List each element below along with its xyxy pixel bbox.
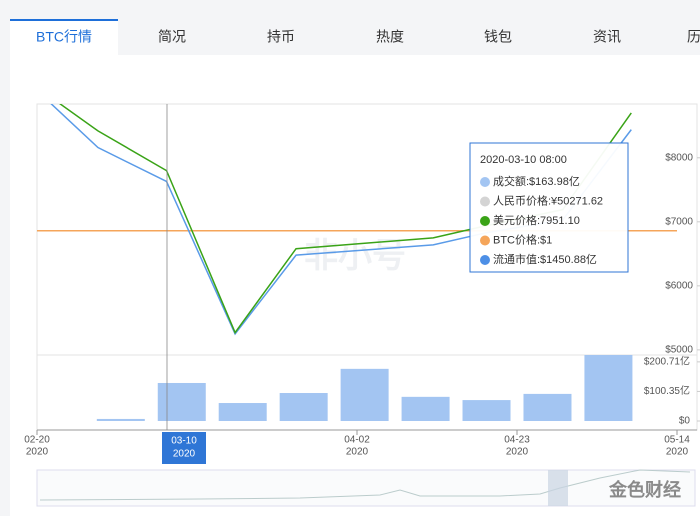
x-tick-label: 2020 [346, 447, 369, 458]
panel [10, 55, 700, 516]
tab[interactable]: 热度 [376, 29, 404, 45]
bar [523, 393, 572, 421]
x-tick-label: 02-20 [24, 435, 50, 446]
tab[interactable]: 历 [687, 29, 700, 45]
y-tick-label: $6000 [665, 280, 693, 291]
crosshair-label-box [162, 432, 206, 464]
active-tab[interactable] [10, 19, 118, 55]
y-tick-label: $200.71亿 [644, 355, 690, 368]
logo: 金色财经 [608, 479, 681, 500]
tooltip-dot [480, 177, 490, 187]
tab[interactable]: 持币 [267, 29, 295, 45]
tab[interactable]: 资讯 [593, 29, 621, 45]
crosshair-label: 03-10 [171, 436, 197, 447]
x-tick-label: 05-14 [664, 435, 690, 446]
bar [584, 355, 633, 421]
x-tick-label: 04-23 [504, 435, 530, 446]
y-tick-label: $100.35亿 [644, 384, 690, 397]
tooltip-item: 流通市值:$1450.88亿 [493, 252, 597, 266]
tooltip-item: 成交额:$163.98亿 [493, 174, 580, 188]
active-tab-bar [10, 19, 118, 21]
bar [340, 368, 389, 421]
tooltip-item: BTC价格:$1 [493, 232, 552, 246]
tooltip-title: 2020-03-10 08:00 [480, 154, 567, 166]
data-zoom-preview [39, 469, 691, 501]
tooltip-dot [480, 196, 490, 207]
x-tick-label: 2020 [666, 447, 689, 458]
bar [462, 400, 511, 421]
data-zoom-handle[interactable] [548, 470, 568, 506]
bar [157, 382, 206, 421]
tooltip-dot [480, 255, 490, 265]
tab[interactable]: 钱包 [484, 29, 512, 45]
y-tick-label: $8000 [665, 152, 693, 163]
x-tick-label: 04-02 [344, 435, 370, 446]
tooltip-item: 美元价格:7951.10 [493, 213, 580, 227]
x-tick-label: 2020 [26, 447, 49, 458]
bar [279, 393, 328, 421]
tooltip-dot [480, 216, 490, 226]
tooltip [469, 142, 629, 273]
bar [218, 403, 267, 421]
data-zoom[interactable] [36, 469, 696, 507]
bar [96, 418, 145, 421]
watermark: 非小号 [304, 237, 406, 275]
x-tick-label: 2020 [506, 447, 529, 458]
tooltip-item: 人民币价格:¥50271.62 [493, 193, 603, 207]
crosshair-label: 2020 [173, 449, 196, 460]
y-tick-label: $0 [679, 416, 691, 427]
y-tick-label: $7000 [665, 216, 693, 227]
bar [401, 396, 450, 421]
tooltip-dot [480, 235, 490, 246]
tab[interactable]: BTC行情 [36, 29, 92, 45]
y-tick-label: $5000 [665, 345, 693, 356]
tab[interactable]: 简况 [158, 29, 186, 45]
